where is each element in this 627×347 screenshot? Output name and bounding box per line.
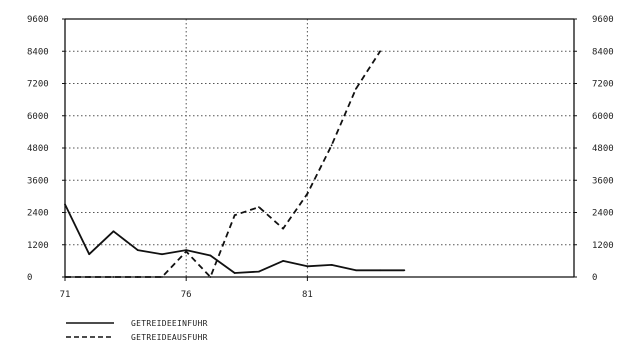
data-point	[185, 249, 188, 252]
data-point	[379, 50, 381, 53]
data-point	[64, 203, 66, 206]
y-tick-label-right: 2400	[592, 209, 614, 219]
y-tick-label-right: 7200	[592, 80, 614, 90]
data-point	[64, 276, 66, 278]
data-point	[185, 250, 188, 253]
data-point	[112, 276, 115, 278]
legend: GETREIDEEINFUHR GETREIDEAUSFUHR	[66, 319, 208, 342]
legend-label: GETREIDEEINFUHR	[131, 319, 208, 328]
y-tick-label-left: 1200	[27, 241, 49, 251]
data-point	[161, 253, 163, 256]
data-point	[233, 214, 236, 217]
x-tick-label: 76	[181, 290, 192, 300]
data-point	[282, 259, 285, 262]
data-point	[209, 254, 212, 257]
data-point	[209, 276, 212, 278]
data-point	[306, 192, 309, 195]
data-point	[379, 269, 381, 272]
y-tick-label-left: 3600	[27, 176, 49, 186]
y-tick-label-right: 0	[592, 273, 597, 283]
y-tick-label-right: 4800	[592, 144, 614, 154]
data-point	[306, 265, 309, 268]
data-point	[88, 253, 91, 256]
x-tick-label: 81	[302, 290, 313, 300]
y-tick-label-right: 9600	[592, 15, 614, 25]
data-point	[233, 272, 236, 274]
data-point	[282, 227, 285, 230]
data-point	[136, 276, 139, 278]
data-point	[258, 206, 260, 209]
data-point	[258, 270, 260, 273]
legend-label: GETREIDEAUSFUHR	[131, 333, 208, 342]
data-point	[403, 269, 406, 272]
y-tick-label-left: 9600	[27, 15, 49, 25]
series	[64, 50, 406, 278]
data-point	[330, 264, 333, 266]
y-tick-labels-left: 0 1200 2400 3600 4800 6000 7200 8400 9600	[27, 15, 65, 283]
y-tick-label-right: 8400	[592, 47, 614, 57]
data-point	[88, 276, 91, 278]
y-tick-label-right: 6000	[592, 112, 614, 122]
series-line-getreideausfuhr	[65, 50, 381, 278]
y-tick-label-right: 3600	[592, 176, 614, 186]
data-point	[354, 87, 357, 90]
data-point	[136, 249, 139, 252]
data-point	[161, 276, 163, 278]
y-tick-label-left: 6000	[27, 112, 49, 122]
y-tick-label-left: 2400	[27, 209, 49, 219]
y-tick-label-left: 7200	[27, 80, 49, 90]
data-point	[112, 230, 115, 233]
y-tick-labels-right: 0 1200 2400 3600 4800 6000 7200 8400 9600	[574, 15, 614, 283]
data-point	[330, 144, 333, 147]
grid	[65, 18, 574, 277]
y-tick-label-left: 8400	[27, 47, 49, 57]
y-tick-label-left: 4800	[27, 144, 49, 154]
data-point	[354, 269, 357, 272]
x-tick-labels: 71 76 81	[60, 277, 313, 300]
y-tick-label-left: 0	[27, 273, 32, 283]
x-tick-label: 71	[60, 290, 71, 300]
y-tick-label-right: 1200	[592, 241, 614, 251]
